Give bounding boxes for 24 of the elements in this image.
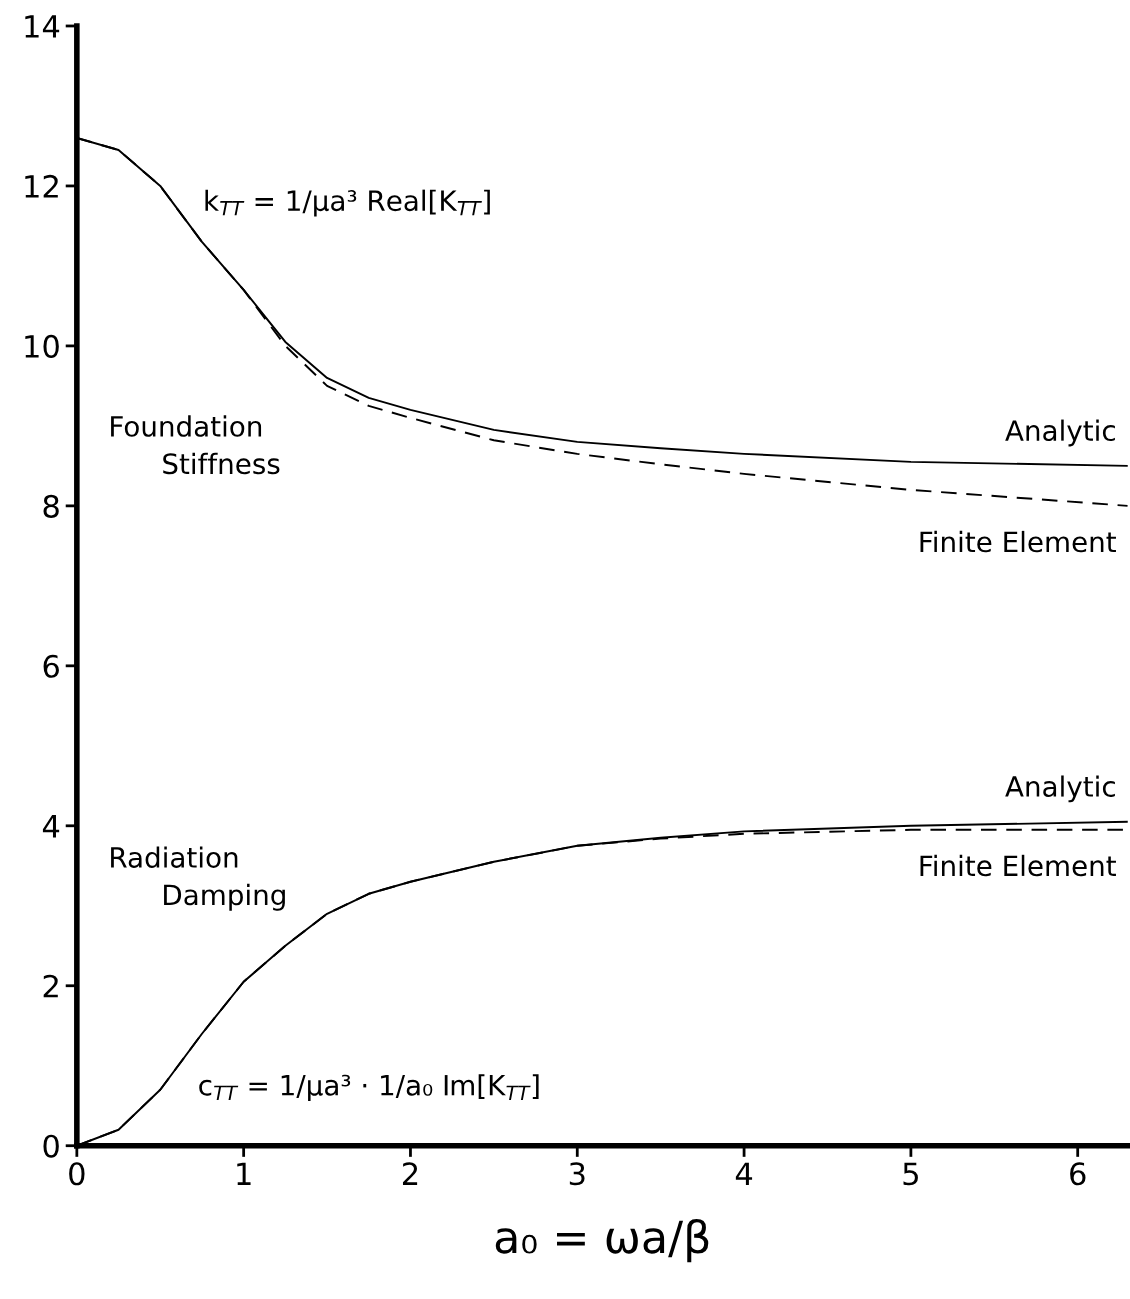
series-label: Finite Element: [920, 530, 1116, 553]
y-tick-label: 14: [25, 15, 60, 38]
y-tick-label: 6: [43, 654, 59, 678]
x-tick-label: 4: [735, 1162, 753, 1185]
series-label: Analytic: [1005, 775, 1115, 803]
annotation: Foundation Stiffness: [111, 415, 280, 475]
annotation: k$_{TT}$ = 1/μa³ Real[K$_{TT}$]: [205, 189, 490, 217]
x-axis-title: a₀ = ωa/β: [495, 1219, 709, 1263]
x-tick-label: 2: [402, 1162, 418, 1185]
x-tick-label: 3: [569, 1162, 585, 1186]
y-tick-label: 0: [43, 1134, 59, 1158]
annotation: Radiation Damping: [111, 846, 285, 911]
y-tick-label: 2: [43, 974, 58, 998]
x-tick-label: 5: [903, 1162, 918, 1186]
series-label: Analytic: [1005, 419, 1115, 447]
y-tick-label: 12: [25, 174, 58, 198]
annotation: c$_{TT}$ = 1/μa³ · 1/a₀ Im[K$_{TT}$]: [199, 1074, 539, 1102]
series-label: Finite Element: [920, 854, 1116, 877]
y-tick-label: 4: [42, 815, 60, 838]
x-tick-label: 0: [69, 1162, 85, 1186]
y-tick-label: 10: [25, 334, 59, 358]
x-tick-label: 1: [237, 1162, 251, 1185]
y-tick-label: 8: [43, 494, 59, 518]
x-tick-label: 6: [1070, 1162, 1086, 1186]
